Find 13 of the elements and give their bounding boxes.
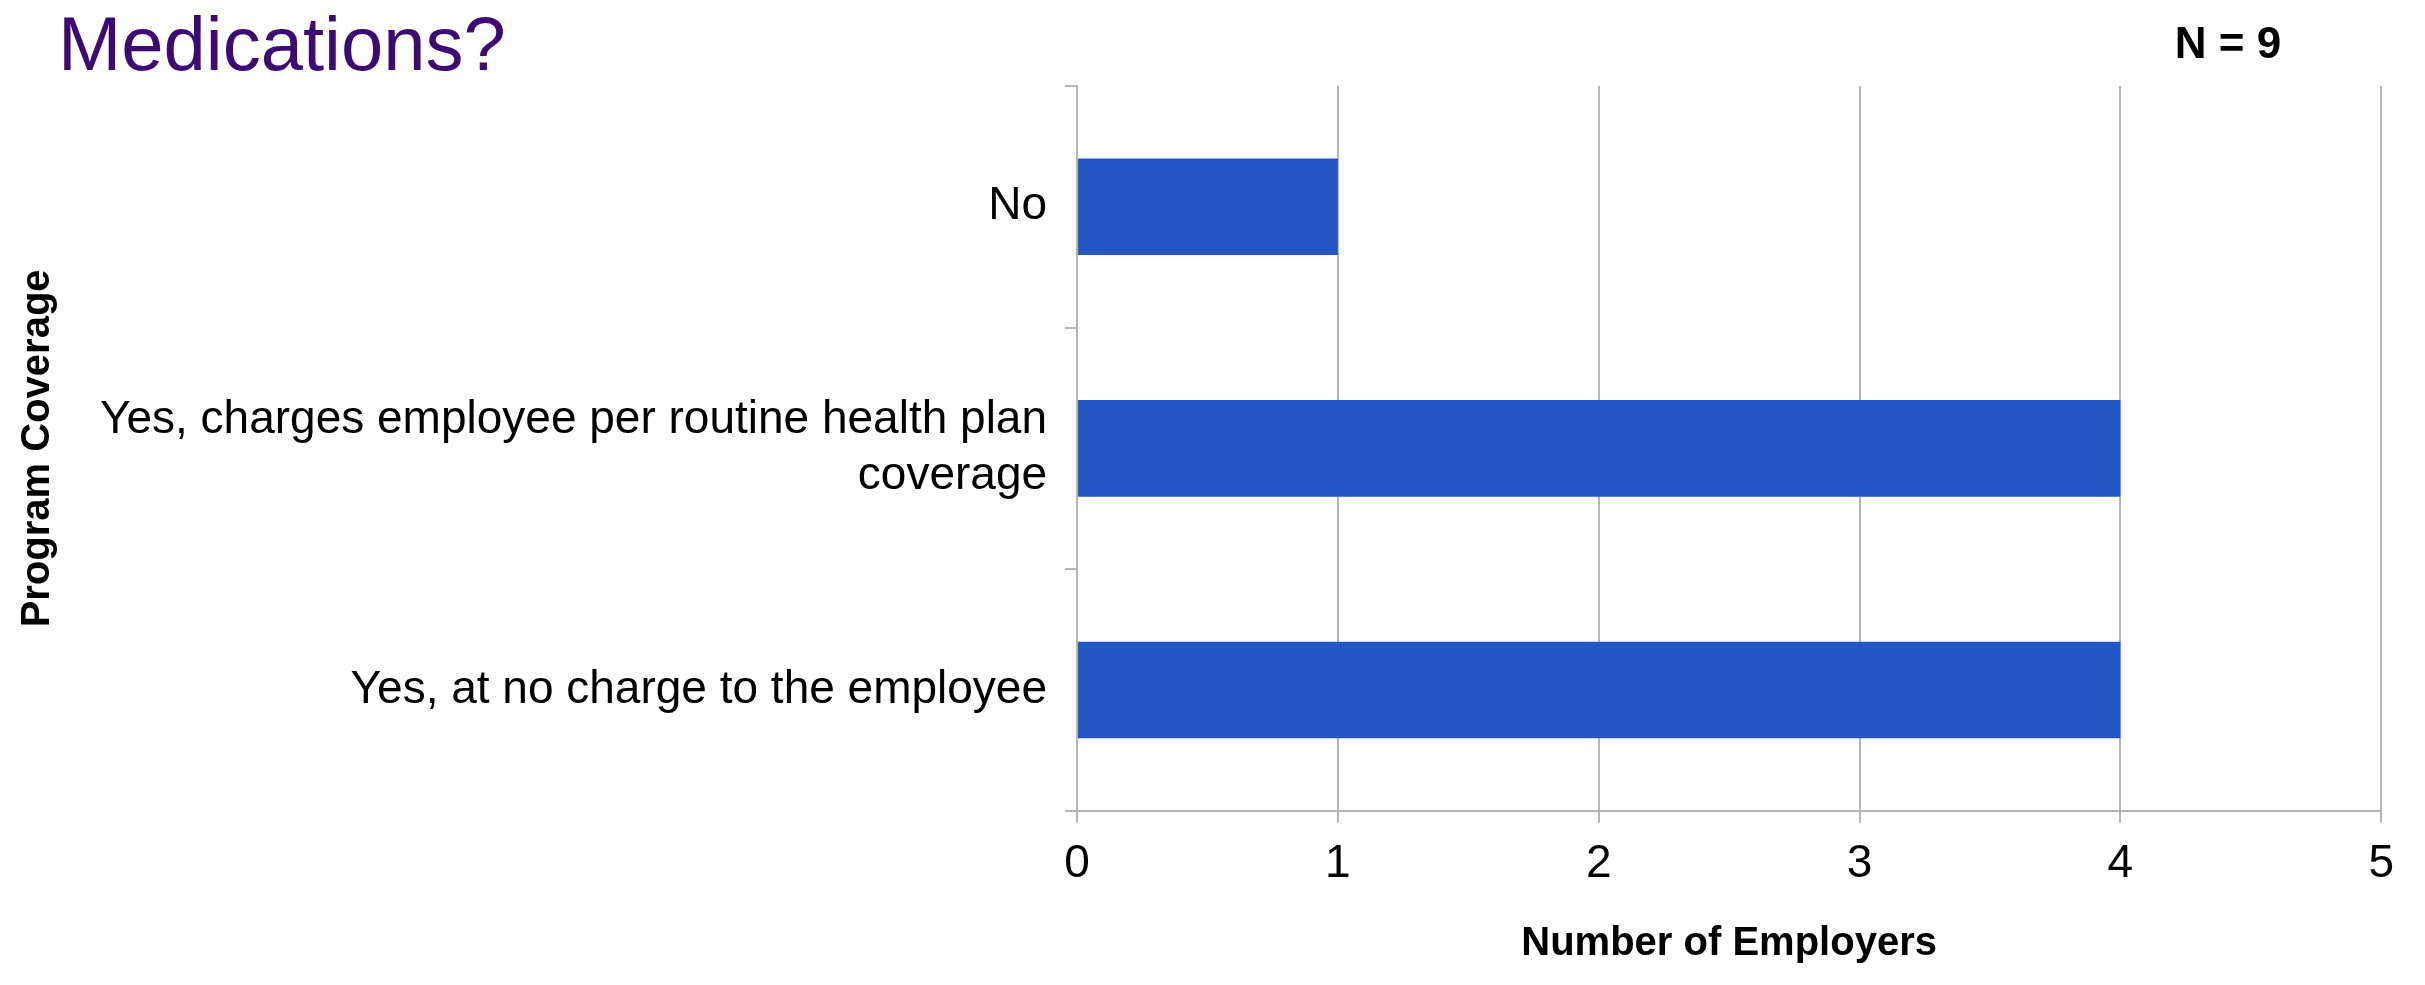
x-tick-label: 1 xyxy=(1325,835,1351,888)
x-tick-label: 3 xyxy=(1846,835,1873,888)
x-tick-label: 5 xyxy=(2368,835,2395,888)
x-tick-label: 0 xyxy=(1064,835,1090,888)
y-axis-title: Program Coverage xyxy=(13,269,58,628)
x-tick-label: 4 xyxy=(2107,835,2134,888)
text: Medications? xyxy=(58,1,506,86)
y-tick-label: Yes, at no charge to the employee xyxy=(350,660,1048,713)
x-axis-title: Number of Employers xyxy=(1521,919,1937,964)
y-tick-label: Yes, charges employee per routine health plan coverage xyxy=(100,391,1048,499)
x-tick-label: 2 xyxy=(1585,835,1612,888)
y-tick-label: No xyxy=(988,177,1048,230)
text: N = 9 xyxy=(2174,18,2282,67)
